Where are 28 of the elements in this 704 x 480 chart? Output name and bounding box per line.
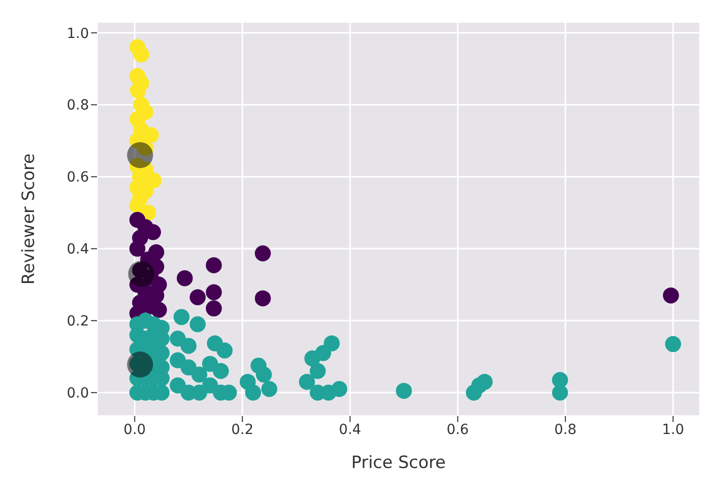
y-tick-label: 0.4 [66,242,90,258]
point [146,172,162,188]
point [206,257,222,274]
point [150,302,167,318]
y-tick-label: 0.2 [66,314,89,330]
x-tick-label: 0.8 [554,422,577,438]
point [254,290,271,306]
y-tick-label: 0.8 [66,98,89,114]
point [129,240,146,257]
y-tick-label: 0.0 [66,386,89,402]
x-tick-label: 0.6 [446,422,469,438]
point [176,270,193,286]
point [133,46,150,62]
x-tick-label: 0.0 [124,422,146,438]
x-axis-title: Price Score [351,453,446,473]
point [130,82,146,98]
point [662,287,679,304]
point [206,284,222,300]
point [142,126,159,143]
point [206,300,222,316]
x-tick-label: 0.2 [231,422,254,438]
y-axis-title: Reviewer Score [19,153,40,285]
y-tick-label: 0.6 [66,170,90,186]
point [254,245,271,262]
x-tick-label: 1.0 [662,422,684,438]
y-tick-label: 1.0 [66,26,89,42]
x-tick-label: 0.4 [338,422,362,438]
point [190,289,206,306]
